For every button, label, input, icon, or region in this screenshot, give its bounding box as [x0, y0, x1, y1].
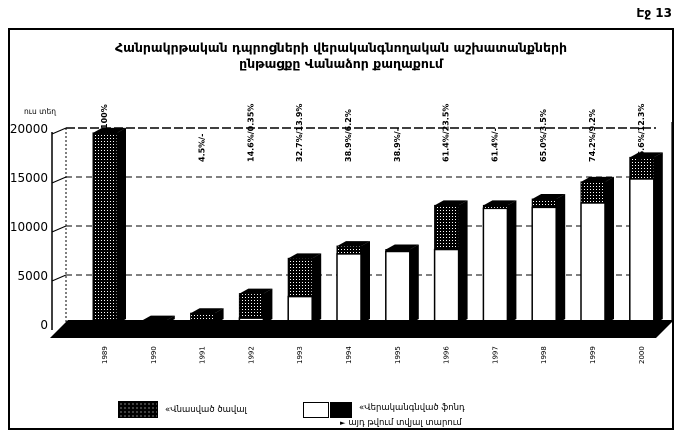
bar-percent-label: 61.4%/23.5%: [442, 104, 451, 162]
x-tick-label: 1996: [443, 346, 451, 364]
bar-damaged-1997: [482, 204, 508, 209]
bar-top-face: [337, 241, 370, 247]
bar-top-face: [288, 253, 322, 259]
x-tick-label: 1990: [150, 346, 158, 364]
bar-restored-1997: [482, 207, 509, 325]
bar-top-face: [483, 200, 517, 206]
bar-side-face: [507, 200, 517, 324]
bar-percent-label: 86.6%/12.3%: [637, 104, 646, 162]
bar-percent-label: 74.2%/9.2%: [588, 109, 597, 162]
bar-restored-1995: [385, 250, 411, 325]
bar-percent-label: 4.5%/-: [198, 134, 207, 162]
bar-percent-label: 14.6%/0.35%: [246, 104, 255, 162]
bar-percent-label: 61.4%/-: [490, 128, 499, 162]
grid-connector: [51, 176, 67, 184]
bar-top-face: [532, 194, 566, 200]
bar-top-face: [141, 315, 175, 321]
bar-top-face: [239, 288, 273, 294]
bar-side-face: [458, 200, 468, 324]
bar-top-face: [190, 308, 224, 314]
legend-damaged-label: «Վնասված ծավալ: [165, 405, 247, 415]
bar-top-face: [581, 176, 614, 182]
arrow-icon: ►: [340, 419, 346, 427]
bar-side-face: [409, 244, 419, 324]
y-tick-label: 0: [40, 318, 48, 332]
legend-restored-subline: ► այդ թվում տվյալ տարում: [340, 418, 462, 428]
bar-side-face: [605, 176, 614, 324]
x-tick-label: 2000: [638, 346, 646, 364]
bar-chart: 20000 15000 10000 5000 0 ուս տեղ 100% 1989 1990 4…: [10, 104, 674, 364]
y-tick-label: 15000: [10, 171, 48, 185]
x-tick-label: 1992: [247, 346, 255, 364]
y-tick-label: 20000: [10, 122, 48, 136]
x-tick-label: 1999: [589, 346, 597, 364]
legend-restored-sub-label: այդ թվում տվյալ տարում: [348, 418, 462, 428]
x-tick-label: 1997: [491, 346, 499, 364]
bar-side-face: [653, 152, 663, 324]
bar-damaged-1992: [238, 293, 264, 319]
bar-restored-1999: [580, 202, 606, 325]
bar-damaged-1999: [580, 181, 606, 204]
bar-top-face: [385, 244, 419, 250]
page-number: Էջ 13: [636, 6, 672, 20]
floor-strip: [50, 320, 674, 338]
bar-restored-1998: [531, 206, 557, 325]
bar-restored-2000: [629, 178, 655, 325]
x-tick-label: 1993: [296, 346, 304, 364]
bar-restored-1996: [433, 248, 460, 325]
bar-top-face: [434, 200, 468, 206]
bar-top-face: [629, 152, 663, 158]
chart-title-line1: Հանրակրթական դպրոցների վերականգնողական ա…: [114, 40, 568, 55]
bar-percent-label: 38.9%/6.2%: [344, 109, 353, 162]
bar-side-face: [312, 253, 322, 324]
chart-frame: Հանրակրթական դպրոցների վերականգնողական ա…: [8, 28, 674, 430]
legend-damaged-swatch: [118, 401, 158, 418]
legend-restored-year-swatch: [330, 402, 352, 418]
bar-percent-label: 32.7%/13.9%: [295, 104, 304, 162]
legend-restored-swatch: [303, 402, 329, 418]
grid-connector: [51, 127, 67, 135]
x-tick-label: 1995: [394, 346, 402, 364]
bar-damaged-2000: [629, 156, 655, 180]
bar-damaged-1989: [92, 132, 118, 325]
x-tick-label: 1989: [101, 346, 109, 364]
legend-restored-label: «Վերականգնված ֆոնդ: [359, 403, 465, 413]
x-tick-label: 1998: [540, 346, 548, 364]
y-tick-label: 5000: [17, 269, 48, 283]
bar-restored-1994: [336, 253, 362, 325]
bar-damaged-1994: [336, 245, 362, 255]
bar-damaged-1998: [531, 198, 557, 208]
y-tick-label: 10000: [10, 220, 48, 234]
bar-side-face: [556, 194, 566, 324]
chart-title: Հանրակրթական դպրոցների վերականգնողական ա…: [10, 40, 672, 71]
y-axis-unit-label: ուս տեղ: [24, 107, 56, 116]
bar-restored-1993: [287, 295, 313, 325]
bar-percent-label: 38.9%/-: [393, 128, 402, 162]
x-tick-label: 1994: [345, 346, 353, 364]
bar-damaged-1996: [434, 204, 460, 251]
grid-connector: [51, 225, 67, 233]
bar-damaged-1995: [385, 249, 411, 252]
bar-percent-label: 65.0%/3.5%: [539, 109, 548, 162]
bar-side-face: [361, 241, 370, 324]
bar-top-face: [93, 127, 126, 133]
chart-title-line2: ընթացքը Վանաձոր քաղաքում: [239, 55, 443, 71]
grid-connector: [51, 274, 67, 282]
bar-percent-label: 100%: [100, 104, 109, 129]
bar-damaged-1993: [287, 257, 313, 298]
bar-side-face: [263, 288, 273, 324]
x-tick-label: 1991: [199, 346, 207, 364]
bar-side-face: [117, 127, 126, 325]
